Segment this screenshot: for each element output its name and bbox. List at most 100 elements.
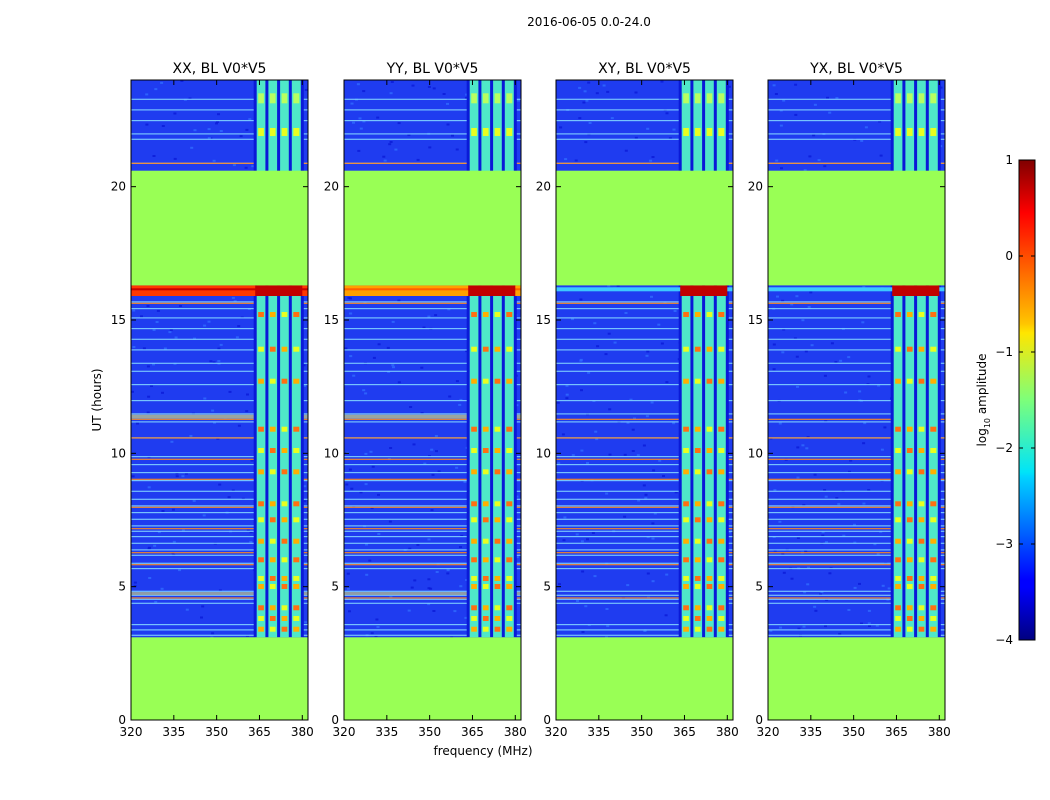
noise-speck <box>455 380 459 383</box>
noise-speck <box>180 80 184 82</box>
rfi-row <box>131 530 308 532</box>
rfi-row <box>556 456 733 458</box>
rfi-hot-cell <box>281 605 288 611</box>
saturated-band-rfi <box>468 285 516 296</box>
rfi-hot-cell <box>718 538 725 544</box>
noise-speck <box>583 90 587 93</box>
rfi-row <box>131 512 308 514</box>
band-gap <box>490 80 494 638</box>
noise-speck <box>232 164 236 167</box>
noise-speck <box>660 80 664 83</box>
rfi-row <box>344 594 521 596</box>
noise-speck <box>160 81 164 84</box>
noise-speck <box>631 428 635 431</box>
x-tick-label: 320 <box>545 725 568 739</box>
rfi-hot-cell <box>930 538 937 544</box>
grey-band <box>344 414 521 419</box>
noise-speck <box>427 315 431 318</box>
rfi-hot-cell <box>918 517 925 523</box>
rfi-hot-cell <box>506 605 513 611</box>
rfi-hot-cell <box>258 426 264 432</box>
rfi-row <box>768 598 945 600</box>
rfi-row-strong <box>131 162 308 164</box>
noise-speck <box>389 596 393 599</box>
noise-speck <box>781 351 785 354</box>
rfi-row <box>344 308 521 310</box>
x-tick-label: 350 <box>842 725 865 739</box>
noise-speck <box>772 84 776 87</box>
noise-speck <box>578 86 582 89</box>
rfi-row <box>768 384 945 386</box>
noise-speck <box>218 483 222 486</box>
noise-speck <box>140 315 143 318</box>
rfi-hot-cell <box>718 128 725 136</box>
rfi-hot-cell <box>269 557 276 563</box>
noise-speck <box>801 319 805 322</box>
rfi-hot-cell <box>471 128 477 136</box>
rfi-row <box>556 549 733 551</box>
noise-speck <box>435 571 439 573</box>
noise-speck <box>412 443 416 446</box>
rfi-row <box>344 530 521 532</box>
flagged-region <box>344 170 521 286</box>
rfi-hot-cell <box>494 538 501 544</box>
rfi-hot-cell <box>471 378 477 384</box>
noise-speck <box>131 475 135 478</box>
noise-speck <box>805 447 809 450</box>
rfi-row <box>768 464 945 466</box>
noise-speck <box>847 609 851 611</box>
noise-speck <box>150 385 153 387</box>
noise-speck <box>146 411 150 414</box>
noise-speck <box>193 129 197 132</box>
band-gap <box>902 80 906 638</box>
rfi-hot-cell <box>269 312 276 317</box>
x-tick-label: 380 <box>928 725 951 739</box>
noise-speck <box>163 347 167 350</box>
noise-speck <box>389 447 393 449</box>
rfi-hot-cell <box>258 346 264 352</box>
rfi-hot-cell <box>718 448 725 453</box>
y-tick-label: 20 <box>111 180 126 194</box>
noise-speck <box>515 404 519 407</box>
rfi-hot-cell <box>906 93 913 104</box>
noise-speck <box>365 573 369 576</box>
rfi-row <box>344 498 521 500</box>
noise-speck <box>190 146 194 149</box>
noise-speck <box>772 343 776 346</box>
rfi-hot-cell <box>471 576 477 581</box>
noise-speck <box>626 421 630 424</box>
noise-speck <box>146 365 150 368</box>
rfi-hot-cell <box>683 426 689 432</box>
noise-speck <box>161 125 165 127</box>
y-axis-label: UT (hours) <box>90 368 104 431</box>
noise-speck <box>803 169 807 172</box>
rfi-row <box>131 338 308 340</box>
noise-speck <box>213 421 216 424</box>
noise-speck <box>145 123 149 126</box>
rfi-hot-cell <box>718 557 725 563</box>
noise-speck <box>646 572 650 575</box>
noise-speck <box>172 540 176 543</box>
rfi-hot-cell <box>281 312 288 317</box>
rfi-hot-cell <box>281 469 288 475</box>
rfi-row <box>556 629 733 631</box>
noise-speck <box>446 102 449 105</box>
noise-speck <box>629 398 633 401</box>
rfi-hot-cell <box>506 576 513 581</box>
rfi-hot-cell <box>895 605 901 611</box>
rfi-hot-cell <box>895 584 901 589</box>
noise-speck <box>623 453 627 456</box>
rfi-hot-cell <box>930 378 937 384</box>
noise-speck <box>416 158 420 161</box>
noise-speck <box>773 549 777 552</box>
rfi-hot-cell <box>694 426 701 432</box>
flagged-region <box>556 170 733 286</box>
band-gap <box>265 80 269 638</box>
rfi-hot-cell <box>471 93 477 104</box>
rfi-row <box>131 549 308 551</box>
noise-speck <box>459 585 463 588</box>
noise-speck <box>408 547 412 550</box>
noise-speck <box>377 533 381 535</box>
rfi-row <box>131 594 308 596</box>
